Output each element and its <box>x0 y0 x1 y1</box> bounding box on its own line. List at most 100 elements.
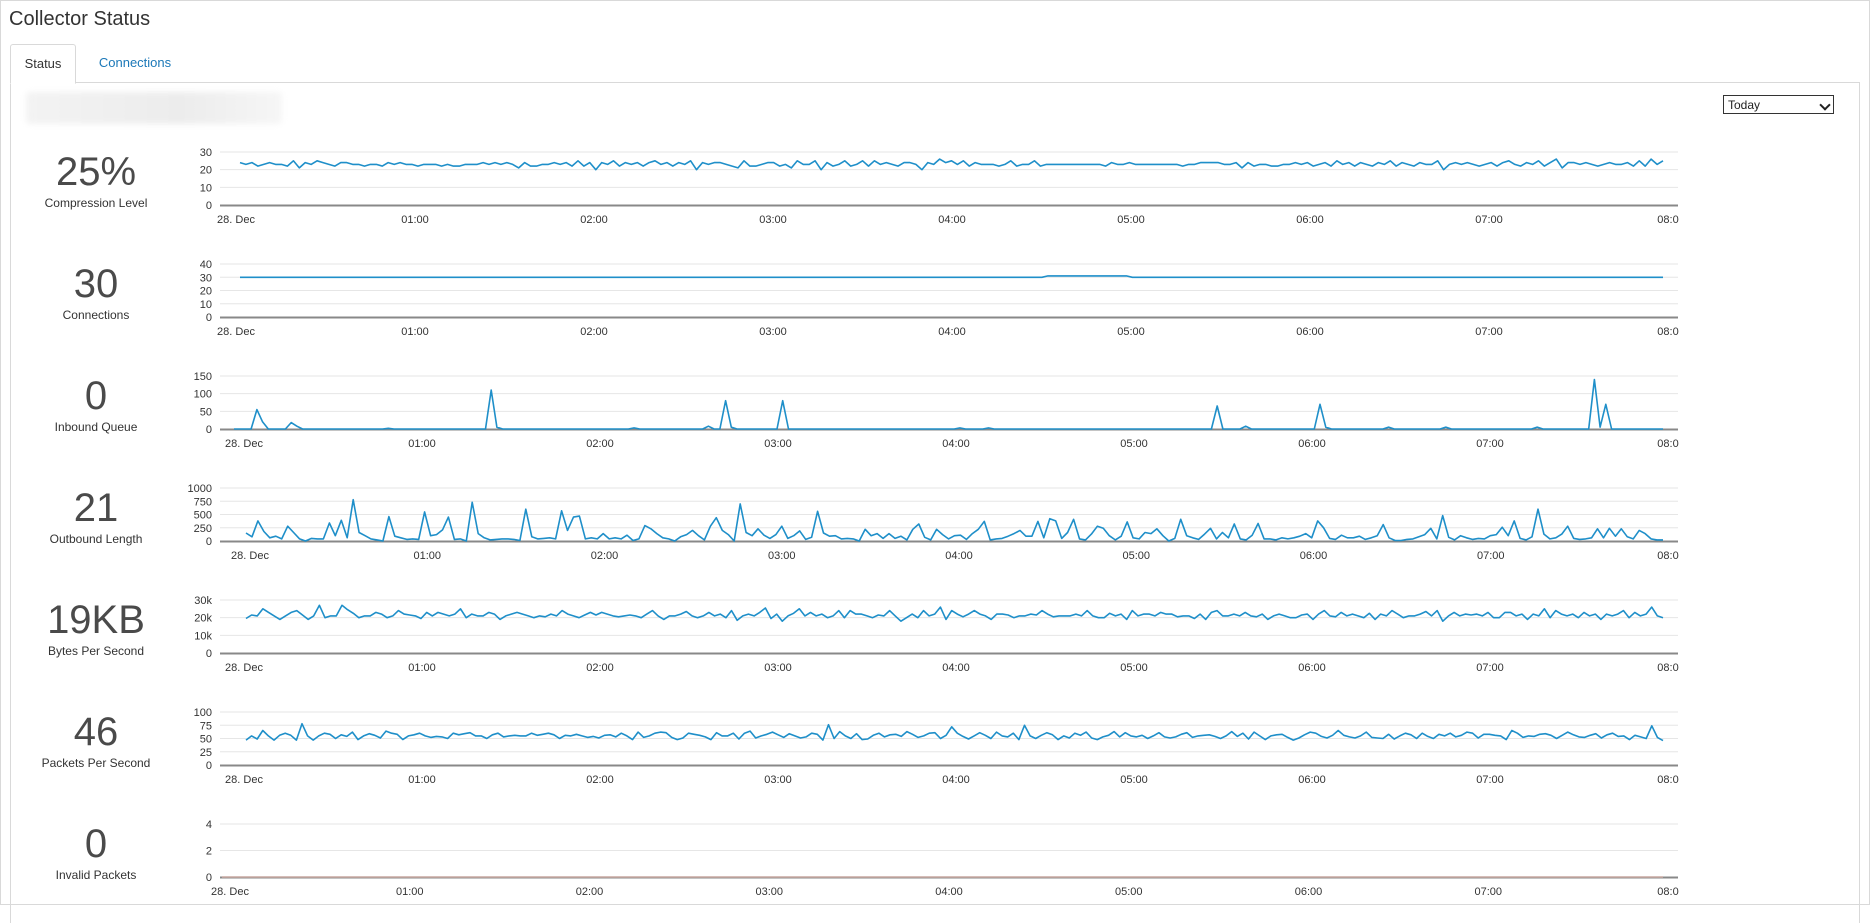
x-tick-label: 28. Dec <box>225 774 263 786</box>
y-tick-label: 0 <box>206 312 212 324</box>
x-tick-label: 02:00 <box>580 326 608 338</box>
y-tick-label: 25 <box>200 747 212 759</box>
metric-value: 25% <box>55 150 137 194</box>
y-tick-label: 50 <box>200 406 212 418</box>
redacted-collector-name <box>26 92 282 124</box>
metric-label: Bytes Per Second <box>47 644 145 658</box>
x-tick-label: 28. Dec <box>231 550 269 562</box>
x-tick-label: 05:00 <box>1122 550 1150 562</box>
x-tick-label: 05:00 <box>1117 214 1145 226</box>
metric-label: Connections <box>62 308 130 322</box>
time-range-select[interactable]: Today <box>1723 95 1834 114</box>
y-tick-label: 0 <box>206 760 212 772</box>
x-tick-label: 02:00 <box>591 550 619 562</box>
metric-label: Outbound Length <box>49 532 143 546</box>
x-tick-label: 07:00 <box>1476 438 1504 450</box>
page-title: Collector Status <box>9 8 151 30</box>
y-tick-label: 50 <box>200 734 212 746</box>
metric-label: Packets Per Second <box>41 756 151 770</box>
x-tick-label: 08:0 <box>1657 774 1678 786</box>
x-tick-label: 28. Dec <box>225 438 263 450</box>
series-line <box>239 158 1664 171</box>
x-tick-label: 06:00 <box>1300 550 1328 562</box>
y-tick-label: 75 <box>200 720 212 732</box>
x-tick-label: 06:00 <box>1298 774 1326 786</box>
x-tick-label: 05:00 <box>1120 774 1148 786</box>
y-tick-label: 100 <box>194 707 212 719</box>
x-tick-label: 07:00 <box>1476 774 1504 786</box>
x-tick-label: 05:00 <box>1115 886 1143 898</box>
y-tick-label: 250 <box>194 523 212 535</box>
metric-value: 19KB <box>47 598 145 642</box>
metric-packets-per-second: 46 Packets Per Second <box>24 710 168 770</box>
y-tick-label: 10 <box>200 182 212 194</box>
x-tick-label: 08:0 <box>1657 662 1678 674</box>
x-tick-label: 06:00 <box>1295 886 1323 898</box>
x-tick-label: 01:00 <box>413 550 441 562</box>
y-tick-label: 150 <box>194 371 212 383</box>
x-tick-label: 07:00 <box>1474 886 1502 898</box>
x-tick-label: 03:00 <box>764 662 792 674</box>
metric-invalid-packets: 0 Invalid Packets <box>24 822 168 882</box>
metric-bytes-per-second: 19KB Bytes Per Second <box>24 598 168 658</box>
x-tick-label: 01:00 <box>401 326 429 338</box>
x-tick-label: 06:00 <box>1298 662 1326 674</box>
x-tick-label: 04:00 <box>938 326 966 338</box>
series-line <box>245 498 1663 542</box>
x-tick-label: 28. Dec <box>225 662 263 674</box>
status-panel <box>10 82 1860 923</box>
series-line <box>234 378 1663 430</box>
x-tick-label: 03:00 <box>759 326 787 338</box>
metric-label: Compression Level <box>44 196 148 210</box>
y-tick-label: 30 <box>200 272 212 284</box>
x-tick-label: 03:00 <box>764 438 792 450</box>
y-tick-label: 0 <box>206 200 212 212</box>
x-tick-label: 02:00 <box>586 774 614 786</box>
x-tick-label: 04:00 <box>942 438 970 450</box>
x-tick-label: 04:00 <box>935 886 963 898</box>
y-tick-label: 20k <box>194 613 212 625</box>
x-tick-label: 28. Dec <box>211 886 249 898</box>
series-line <box>245 722 1664 742</box>
metric-value: 21 <box>73 486 119 530</box>
y-tick-label: 0 <box>206 872 212 884</box>
x-tick-label: 05:00 <box>1120 662 1148 674</box>
metric-value: 46 <box>73 710 119 754</box>
metric-connections: 30 Connections <box>24 262 168 322</box>
series-line <box>245 604 1664 623</box>
x-tick-label: 01:00 <box>408 662 436 674</box>
tab-status[interactable]: Status <box>10 44 76 84</box>
x-tick-label: 08:0 <box>1657 326 1678 338</box>
x-tick-label: 01:00 <box>408 438 436 450</box>
series-line <box>240 275 1663 279</box>
x-tick-label: 06:00 <box>1296 326 1324 338</box>
x-tick-label: 28. Dec <box>217 214 255 226</box>
y-tick-label: 10 <box>200 299 212 311</box>
y-tick-label: 30k <box>194 595 212 607</box>
x-tick-label: 05:00 <box>1120 438 1148 450</box>
x-tick-label: 07:00 <box>1475 326 1503 338</box>
x-tick-label: 05:00 <box>1117 326 1145 338</box>
x-tick-label: 07:00 <box>1477 550 1505 562</box>
x-tick-label: 02:00 <box>576 886 604 898</box>
x-tick-label: 01:00 <box>408 774 436 786</box>
x-tick-label: 04:00 <box>942 774 970 786</box>
y-tick-label: 500 <box>194 510 212 522</box>
x-tick-label: 04:00 <box>942 662 970 674</box>
y-tick-label: 2 <box>206 846 212 858</box>
metric-label: Invalid Packets <box>55 868 137 882</box>
y-tick-label: 100 <box>194 389 212 401</box>
x-tick-label: 03:00 <box>755 886 783 898</box>
time-range-selected: Today <box>1728 98 1761 112</box>
tab-connections[interactable]: Connections <box>98 55 172 70</box>
y-tick-label: 30 <box>200 147 212 159</box>
x-tick-label: 03:00 <box>768 550 796 562</box>
x-tick-label: 07:00 <box>1475 214 1503 226</box>
y-tick-label: 0 <box>206 536 212 548</box>
metric-outbound-length: 21 Outbound Length <box>24 486 168 546</box>
y-tick-label: 1000 <box>188 483 212 495</box>
x-tick-label: 08:0 <box>1657 886 1678 898</box>
x-tick-label: 06:00 <box>1298 438 1326 450</box>
x-tick-label: 08:0 <box>1657 438 1678 450</box>
